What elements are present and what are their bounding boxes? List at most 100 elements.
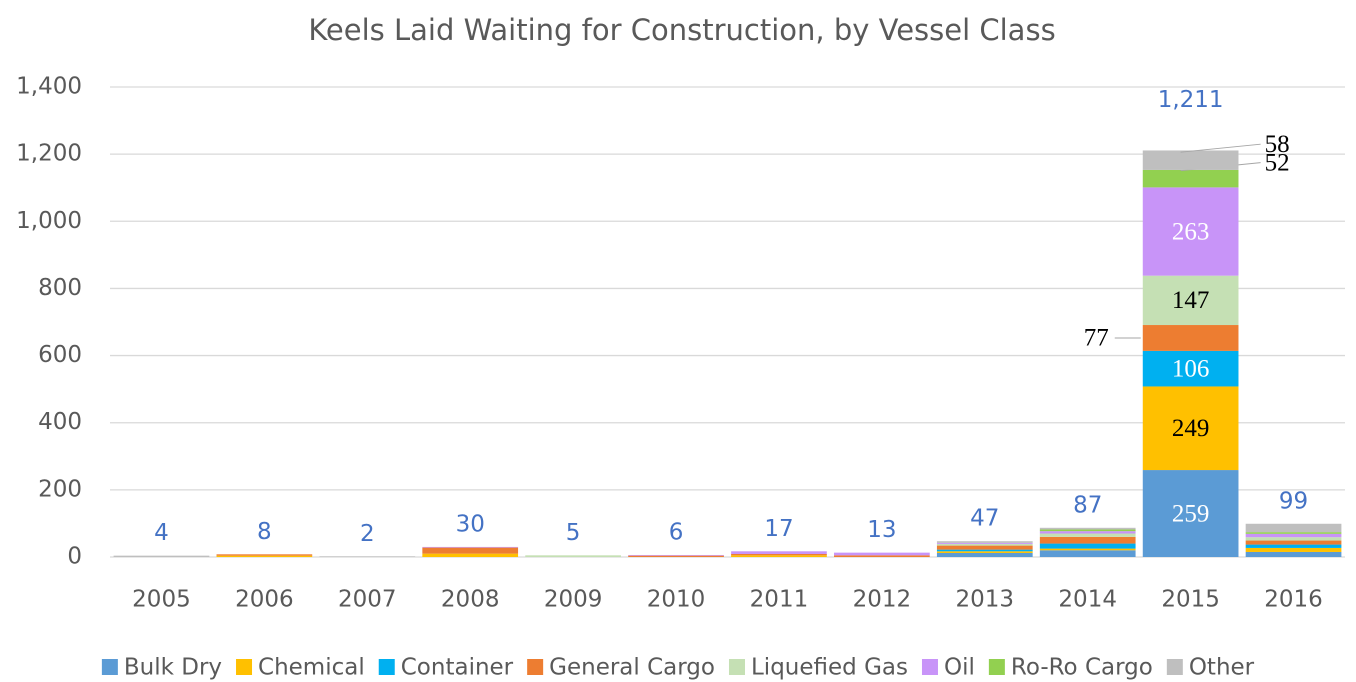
legend-swatch — [988, 659, 1005, 675]
data-label: 77 — [1084, 325, 1109, 352]
bar-segment — [1245, 551, 1342, 557]
total-label: 47 — [970, 506, 999, 532]
legend-label: Oil — [944, 655, 975, 681]
bar-segment — [628, 554, 724, 556]
y-tick-label: 1,400 — [16, 74, 82, 100]
bar-segment — [1142, 275, 1239, 326]
bar-segment — [936, 552, 1033, 557]
bar-segment — [628, 555, 724, 557]
bar-segment — [216, 554, 313, 556]
chart-title: Keels Laid Waiting for Construction, by … — [308, 13, 1055, 47]
bar-segment — [1039, 531, 1136, 534]
data-label: 106 — [1172, 355, 1210, 382]
data-label: 259 — [1172, 500, 1210, 527]
bar-segment — [1142, 470, 1239, 557]
total-label: 2 — [360, 521, 375, 547]
total-label: 1,211 — [1158, 87, 1224, 113]
bar-segment — [1039, 536, 1136, 544]
legend-swatch — [921, 659, 938, 675]
data-label: 263 — [1172, 218, 1210, 245]
bar-segment — [936, 541, 1033, 543]
bar-segment — [731, 551, 827, 554]
y-tick-label: 200 — [38, 476, 82, 502]
bar-segment — [1039, 548, 1136, 551]
x-tick-label: 2016 — [1264, 587, 1323, 613]
x-tick-label: 2012 — [853, 587, 912, 613]
x-tick-label: 2010 — [647, 587, 706, 613]
x-tick-label: 2011 — [750, 587, 809, 613]
legend: Bulk Dry Chemical Container General Cargo Li… — [101, 655, 1255, 681]
bar-segment — [1245, 537, 1342, 541]
bar-segment — [1039, 543, 1136, 549]
data-label: 52 — [1265, 149, 1290, 176]
bar-segment — [1245, 547, 1342, 552]
x-tick-label: 2009 — [544, 587, 603, 613]
y-tick-label: 1,200 — [16, 141, 82, 167]
data-label: 249 — [1172, 415, 1210, 442]
bar-segment — [936, 551, 1033, 553]
x-tick-label: 2014 — [1058, 587, 1117, 613]
legend-label: Container — [401, 655, 514, 681]
y-tick-label: 600 — [38, 342, 82, 368]
legend-label: Ro-Ro Cargo — [1011, 655, 1153, 681]
legend-swatch — [527, 659, 544, 675]
legend-swatch — [378, 659, 395, 675]
bar-segment — [1245, 523, 1342, 533]
bar-segment — [1039, 527, 1136, 530]
bar-segment — [834, 555, 930, 557]
x-tick-label: 2005 — [132, 587, 191, 613]
bar-segment — [1245, 544, 1342, 548]
y-tick-label: 400 — [38, 409, 82, 435]
bar-segment — [834, 552, 930, 556]
x-tick-label: 2008 — [441, 587, 500, 613]
bar-segment — [113, 555, 210, 557]
total-label: 13 — [867, 517, 896, 543]
bar-segment — [1245, 532, 1342, 534]
bar-segment — [936, 543, 1033, 546]
x-tick-label: 2006 — [235, 587, 294, 613]
legend-label: General Cargo — [549, 655, 715, 681]
bar-segment — [1142, 325, 1239, 351]
y-tick-label: 0 — [67, 544, 82, 570]
data-label: 147 — [1172, 287, 1210, 314]
bar-segment — [731, 553, 827, 556]
data-label: 58 — [1265, 131, 1290, 158]
bar-segment — [1245, 540, 1342, 545]
bar-segment — [422, 553, 519, 557]
bar-segment — [1039, 550, 1136, 557]
x-tick-label: 2015 — [1161, 587, 1220, 613]
bar-segment — [525, 555, 621, 557]
bar-segment — [1142, 187, 1239, 276]
bar-segment — [319, 556, 416, 557]
total-label: 17 — [764, 516, 793, 542]
bar-segment — [936, 542, 1033, 544]
total-label: 30 — [456, 511, 485, 537]
total-label: 6 — [669, 519, 684, 545]
legend-label: Liquefied Gas — [751, 655, 908, 681]
bar-segment — [1142, 169, 1239, 188]
x-tick-label: 2007 — [338, 587, 397, 613]
bar-segment — [1142, 386, 1239, 471]
legend-swatch — [101, 659, 118, 675]
bar-segment — [731, 555, 827, 557]
bar-segment — [216, 555, 313, 557]
legend-label: Bulk Dry — [124, 655, 222, 681]
total-label: 5 — [566, 520, 581, 546]
legend-swatch — [1166, 659, 1183, 675]
bar-segment — [1245, 533, 1342, 538]
y-tick-label: 1,000 — [16, 208, 82, 234]
leader-line — [1180, 143, 1261, 153]
bar-segment — [1039, 533, 1136, 537]
legend-swatch — [236, 659, 253, 675]
legend-label: Other — [1189, 655, 1255, 681]
bar-segment — [936, 545, 1033, 550]
y-tick-label: 800 — [38, 275, 82, 301]
x-tick-label: 2013 — [956, 587, 1015, 613]
legend-label: Chemical — [258, 655, 365, 681]
legend-swatch — [728, 659, 745, 675]
total-label: 4 — [154, 520, 169, 546]
bar-segment — [1039, 529, 1136, 532]
bar-segment — [422, 547, 519, 554]
bar-segment — [936, 549, 1033, 552]
